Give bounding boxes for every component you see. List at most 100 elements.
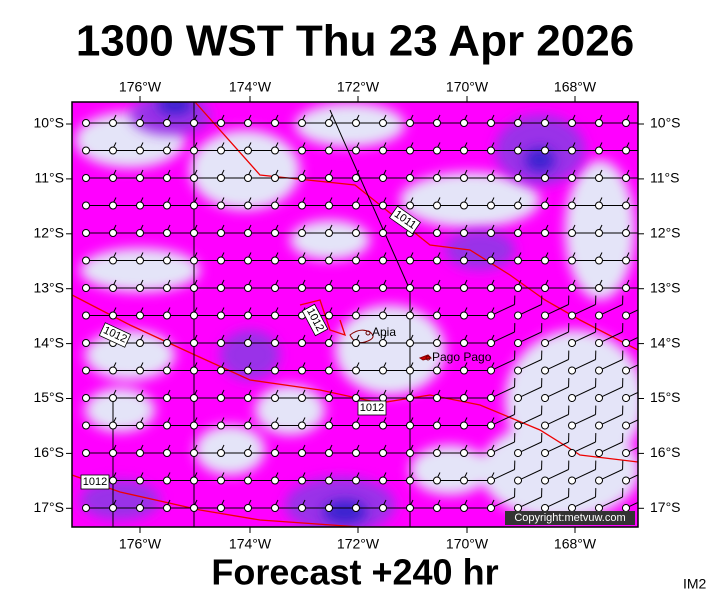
station (325, 504, 333, 512)
station (298, 394, 306, 402)
station (298, 284, 306, 292)
wind-barb (622, 201, 638, 210)
station (433, 256, 441, 265)
station (379, 366, 387, 375)
station (541, 421, 549, 430)
barb-feather (652, 253, 656, 261)
barb-feather (568, 378, 570, 388)
station (190, 284, 198, 292)
station (487, 201, 495, 210)
station (406, 504, 414, 512)
wind-barb (487, 295, 516, 320)
latitude-label: 17°S (650, 499, 681, 515)
wind-barb (352, 362, 387, 375)
station (433, 449, 441, 457)
station (244, 366, 252, 375)
station (190, 394, 198, 402)
wind-barb (460, 169, 495, 182)
wind-barb (352, 197, 387, 210)
station (460, 256, 468, 265)
station (487, 476, 495, 485)
station (352, 449, 360, 457)
barb-shaft (547, 359, 569, 370)
barb-feather (622, 350, 624, 360)
station (622, 174, 630, 182)
station (136, 394, 144, 402)
barb-shaft (574, 331, 596, 342)
station (622, 229, 630, 237)
wind-barb (487, 460, 516, 485)
wind-barb (190, 252, 225, 265)
station (406, 449, 414, 457)
station (541, 311, 549, 320)
wind-barb (487, 378, 516, 402)
wind-barb (487, 350, 516, 375)
wind-barb (109, 169, 144, 182)
wind-barb (568, 405, 597, 430)
station (352, 504, 360, 512)
wind-barb (622, 414, 638, 430)
wind-barb (595, 295, 624, 320)
station (514, 394, 522, 402)
barb-shaft (601, 386, 623, 397)
station (622, 119, 630, 127)
longitude-label: 176°W (119, 79, 162, 95)
station (298, 504, 306, 512)
station (568, 146, 576, 155)
station (109, 449, 117, 457)
station (595, 476, 603, 485)
longitude-label: 174°W (229, 536, 272, 552)
barb-feather (541, 323, 543, 333)
station (379, 421, 387, 430)
wind-barb (541, 114, 576, 127)
wind-barb (541, 295, 570, 320)
station (136, 146, 144, 155)
station (379, 504, 387, 512)
barb-shaft (574, 414, 596, 425)
station (595, 449, 603, 457)
barb-feather (595, 295, 597, 305)
station (433, 119, 441, 127)
station (190, 229, 198, 237)
wind-barb (82, 417, 117, 430)
wind-barb (595, 169, 630, 182)
wind-barb (271, 362, 306, 375)
wind-barb (298, 362, 333, 375)
station (136, 449, 144, 457)
station (136, 284, 144, 292)
wind-barb (271, 169, 306, 182)
station (217, 476, 225, 485)
station (271, 311, 279, 320)
station (82, 366, 90, 375)
station (163, 229, 171, 237)
barb-feather (646, 433, 653, 442)
wind-barb (568, 433, 597, 457)
station (595, 174, 603, 182)
station (406, 284, 414, 292)
wind-barb (325, 417, 360, 430)
wind-barb (595, 252, 630, 265)
station (352, 476, 360, 485)
station (460, 284, 468, 292)
barb-shaft (601, 304, 623, 315)
station (541, 174, 549, 182)
wind-barb (325, 142, 360, 155)
station (460, 229, 468, 237)
wind-barb (298, 279, 333, 292)
station (568, 256, 576, 265)
station (406, 476, 414, 485)
station (136, 256, 144, 265)
station (595, 146, 603, 155)
station (82, 504, 90, 512)
station (244, 229, 252, 237)
barb-feather (541, 295, 543, 305)
copyright-box (505, 511, 635, 525)
wind-barb (541, 169, 576, 182)
station (514, 201, 522, 210)
wind-barb (298, 197, 333, 210)
wind-barb (217, 389, 252, 402)
barb-shaft (493, 414, 515, 425)
barb-feather (646, 296, 653, 305)
wind-barb (217, 472, 252, 485)
station (217, 201, 225, 210)
